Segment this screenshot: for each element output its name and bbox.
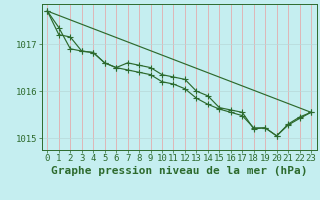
X-axis label: Graphe pression niveau de la mer (hPa): Graphe pression niveau de la mer (hPa)	[51, 166, 308, 176]
